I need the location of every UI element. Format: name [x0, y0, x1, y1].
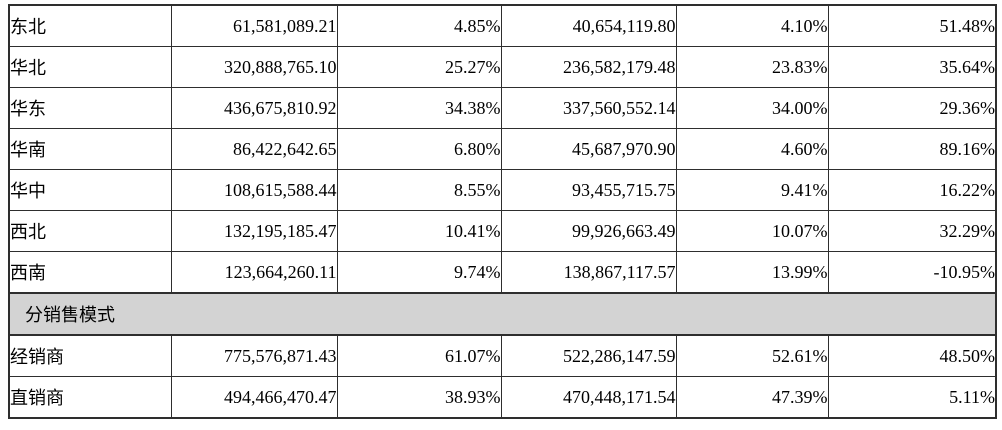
financial-breakdown-table: 东北 61,581,089.21 4.85% 40,654,119.80 4.1…: [8, 4, 997, 419]
sales-mode-label-cell: 直销商: [8, 376, 172, 419]
table-row: 华东 436,675,810.92 34.38% 337,560,552.14 …: [8, 87, 997, 129]
sales-mode-label-cell: 经销商: [8, 334, 172, 377]
region-label-cell: 西北: [8, 210, 172, 252]
region-label-cell: 东北: [8, 4, 172, 47]
percent-cell: 8.55%: [336, 169, 502, 211]
region-label-cell: 华北: [8, 46, 172, 88]
percent-cell: 61.07%: [336, 334, 502, 377]
change-percent-cell: 16.22%: [827, 169, 997, 211]
change-percent-cell: 5.11%: [827, 376, 997, 419]
percent-cell: 52.61%: [675, 334, 829, 377]
percent-cell: 25.27%: [336, 46, 502, 88]
amount-cell: 123,664,260.11: [170, 251, 338, 294]
region-label-cell: 西南: [8, 251, 172, 294]
percent-cell: 34.38%: [336, 87, 502, 129]
change-percent-cell: 29.36%: [827, 87, 997, 129]
percent-cell: 23.83%: [675, 46, 829, 88]
amount-cell: 775,576,871.43: [170, 334, 338, 377]
amount-cell: 494,466,470.47: [170, 376, 338, 419]
change-percent-cell: -10.95%: [827, 251, 997, 294]
change-percent-cell: 35.64%: [827, 46, 997, 88]
percent-cell: 47.39%: [675, 376, 829, 419]
amount-cell: 522,286,147.59: [500, 334, 677, 377]
amount-cell: 470,448,171.54: [500, 376, 677, 419]
percent-cell: 6.80%: [336, 128, 502, 170]
amount-cell: 108,615,588.44: [170, 169, 338, 211]
region-label-cell: 华中: [8, 169, 172, 211]
percent-cell: 9.41%: [675, 169, 829, 211]
amount-cell: 236,582,179.48: [500, 46, 677, 88]
table-row: 东北 61,581,089.21 4.85% 40,654,119.80 4.1…: [8, 4, 997, 47]
percent-cell: 4.10%: [675, 4, 829, 47]
change-percent-cell: 48.50%: [827, 334, 997, 377]
table-row: 华南 86,422,642.65 6.80% 45,687,970.90 4.6…: [8, 128, 997, 170]
amount-cell: 40,654,119.80: [500, 4, 677, 47]
section-header-row: 分销售模式: [8, 292, 997, 336]
amount-cell: 86,422,642.65: [170, 128, 338, 170]
change-percent-cell: 51.48%: [827, 4, 997, 47]
table-row: 华中 108,615,588.44 8.55% 93,455,715.75 9.…: [8, 169, 997, 211]
change-percent-cell: 32.29%: [827, 210, 997, 252]
percent-cell: 10.07%: [675, 210, 829, 252]
amount-cell: 320,888,765.10: [170, 46, 338, 88]
region-label-cell: 华东: [8, 87, 172, 129]
percent-cell: 4.60%: [675, 128, 829, 170]
section-header-cell: 分销售模式: [8, 292, 997, 336]
change-percent-cell: 89.16%: [827, 128, 997, 170]
percent-cell: 13.99%: [675, 251, 829, 294]
amount-cell: 61,581,089.21: [170, 4, 338, 47]
amount-cell: 45,687,970.90: [500, 128, 677, 170]
percent-cell: 34.00%: [675, 87, 829, 129]
amount-cell: 132,195,185.47: [170, 210, 338, 252]
percent-cell: 38.93%: [336, 376, 502, 419]
table-row: 经销商 775,576,871.43 61.07% 522,286,147.59…: [8, 334, 997, 377]
percent-cell: 9.74%: [336, 251, 502, 294]
amount-cell: 436,675,810.92: [170, 87, 338, 129]
table-row: 西北 132,195,185.47 10.41% 99,926,663.49 1…: [8, 210, 997, 252]
amount-cell: 337,560,552.14: [500, 87, 677, 129]
amount-cell: 99,926,663.49: [500, 210, 677, 252]
region-label-cell: 华南: [8, 128, 172, 170]
amount-cell: 93,455,715.75: [500, 169, 677, 211]
table-row: 华北 320,888,765.10 25.27% 236,582,179.48 …: [8, 46, 997, 88]
amount-cell: 138,867,117.57: [500, 251, 677, 294]
table-row: 直销商 494,466,470.47 38.93% 470,448,171.54…: [8, 376, 997, 419]
table-row: 西南 123,664,260.11 9.74% 138,867,117.57 1…: [8, 251, 997, 294]
percent-cell: 10.41%: [336, 210, 502, 252]
percent-cell: 4.85%: [336, 4, 502, 47]
